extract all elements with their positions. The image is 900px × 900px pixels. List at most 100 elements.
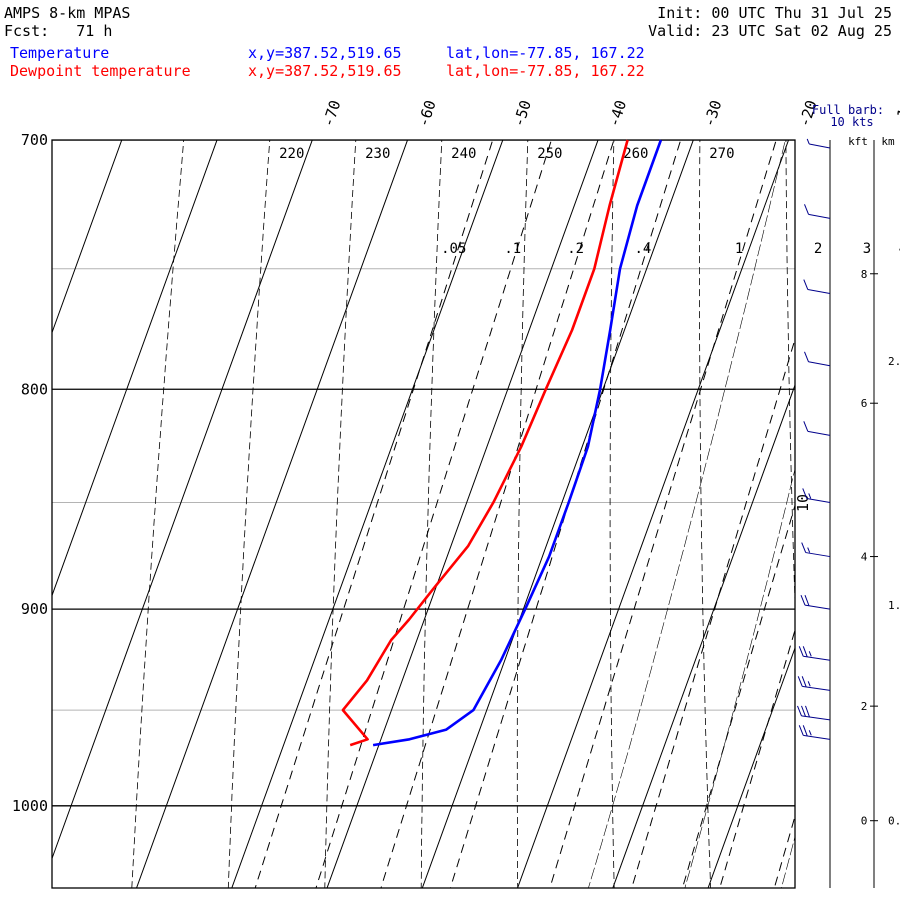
wind-barb-flag	[805, 705, 810, 718]
wind-barb-flag	[797, 705, 802, 717]
mixing-ratio-label: 1	[735, 241, 743, 257]
mixing-ratio-line	[449, 140, 682, 888]
wind-barb-flag	[802, 646, 808, 658]
isentrope-label: 230	[365, 146, 390, 162]
isotherm	[52, 140, 123, 335]
wind-barb	[808, 213, 831, 219]
mixing-ratio-label: 4	[899, 241, 900, 257]
temperature-tick-label: -10	[891, 98, 900, 129]
isotherm	[517, 140, 790, 888]
wind-speed-label: 10	[794, 494, 812, 512]
mixing-ratio-line	[773, 814, 795, 888]
legend-dewpoint-xy: x,y=387.52,519.65	[248, 62, 402, 80]
mixing-ratio-line	[681, 503, 795, 888]
wind-barb-flag	[801, 705, 806, 717]
dry-adiabat	[871, 113, 900, 900]
isentrope-label: 250	[537, 146, 562, 162]
wind-barb	[805, 552, 831, 558]
wind-barb-half-flag	[808, 493, 812, 499]
kft-height-label: 2	[861, 700, 868, 713]
wind-barb-flag	[804, 204, 809, 215]
mixing-ratio-label: 2	[814, 241, 822, 257]
pressure-tick-label: 700	[21, 131, 48, 149]
mixing-ratio-line	[631, 337, 795, 888]
wind-barb-flag	[800, 594, 806, 606]
wind-barb-flag	[802, 488, 808, 499]
wind-barb	[806, 497, 831, 503]
wind-barb-half-flag	[808, 730, 812, 736]
mixing-ratio-line	[380, 140, 615, 888]
barb-legend-speed: 10 kts	[830, 115, 873, 129]
isotherm	[326, 140, 599, 888]
mixing-ratio-label: .2	[567, 241, 584, 257]
isotherm	[136, 140, 409, 888]
dry-adiabat	[699, 140, 712, 888]
temperature-trace	[372, 139, 663, 747]
mixing-ratio-line	[549, 140, 777, 888]
wind-barb	[804, 604, 831, 610]
isentrope-label: 260	[623, 146, 648, 162]
wind-barb	[808, 361, 831, 367]
model-title: AMPS 8-km MPAS	[4, 4, 131, 22]
pressure-tick-label: 1000	[12, 797, 48, 815]
temperature-tick-label: -40	[605, 98, 630, 129]
moist-adiabat	[588, 140, 786, 888]
km-height-label: 1.	[888, 599, 900, 612]
mixing-ratio-label: 3	[863, 241, 871, 257]
wind-barb	[801, 715, 831, 721]
init-time: Init: 00 UTC Thu 31 Jul 25	[657, 4, 892, 22]
dry-adiabat	[131, 140, 185, 888]
plot-area	[0, 113, 900, 900]
wind-barb	[807, 289, 831, 295]
dry-adiabat	[516, 140, 529, 888]
temperature-tick-label: -50	[509, 98, 534, 129]
isotherm	[889, 113, 900, 900]
isotherm	[231, 140, 504, 888]
temperature-tick-label: -60	[414, 98, 439, 129]
isotherm	[52, 140, 218, 597]
wind-barb	[803, 734, 831, 740]
isentrope-label: 270	[709, 146, 734, 162]
moist-adiabat	[871, 113, 900, 900]
wind-barb-half-flag	[806, 138, 810, 145]
legend-dewpoint-latlon: lat,lon=-77.85, 167.22	[446, 62, 645, 80]
moist-adiabat	[684, 467, 795, 888]
kft-height-label: 0	[861, 815, 868, 828]
kft-label: kft	[848, 135, 868, 148]
barb-legend-title: Full barb:	[812, 103, 884, 117]
isotherm	[52, 140, 313, 860]
isentrope-label: 220	[279, 146, 304, 162]
dry-adiabat	[324, 140, 357, 888]
wind-barb-half-flag	[807, 547, 811, 553]
kft-height-label: 8	[861, 268, 868, 281]
legend-temperature-label: Temperature	[10, 44, 110, 62]
dry-adiabat	[785, 140, 795, 613]
isotherm	[421, 140, 694, 888]
legend-dewpoint-label: Dewpoint temperature	[10, 62, 191, 80]
mixing-ratio-line	[315, 140, 552, 888]
wind-barb	[802, 685, 831, 691]
dewpoint-trace	[341, 139, 629, 747]
wind-barb-flag	[797, 676, 803, 687]
isotherm	[612, 383, 795, 888]
legend-temperature-latlon: lat,lon=-77.85, 167.22	[446, 44, 645, 62]
valid-time: Valid: 23 UTC Sat 02 Aug 25	[648, 22, 892, 40]
km-height-label: 2.	[888, 355, 900, 368]
km-height-label: 0.	[888, 815, 900, 828]
wind-barb	[803, 655, 831, 661]
mixing-ratio-label: .1	[504, 241, 521, 257]
temperature-tick-label: -70	[319, 98, 344, 129]
wind-barb-flag	[798, 646, 804, 657]
mixing-ratio-label: .05	[441, 241, 466, 257]
dry-adiabat	[227, 140, 271, 888]
wind-barb-flag	[804, 351, 809, 362]
wind-barb	[809, 143, 831, 149]
legend-temperature-xy: x,y=387.52,519.65	[248, 44, 402, 62]
isotherm	[0, 113, 36, 900]
wind-barb-flag	[803, 421, 809, 432]
wind-barb-flag	[798, 725, 804, 736]
kft-height-label: 4	[861, 551, 868, 564]
km-label: km	[881, 135, 895, 148]
pressure-tick-label: 900	[21, 600, 48, 618]
